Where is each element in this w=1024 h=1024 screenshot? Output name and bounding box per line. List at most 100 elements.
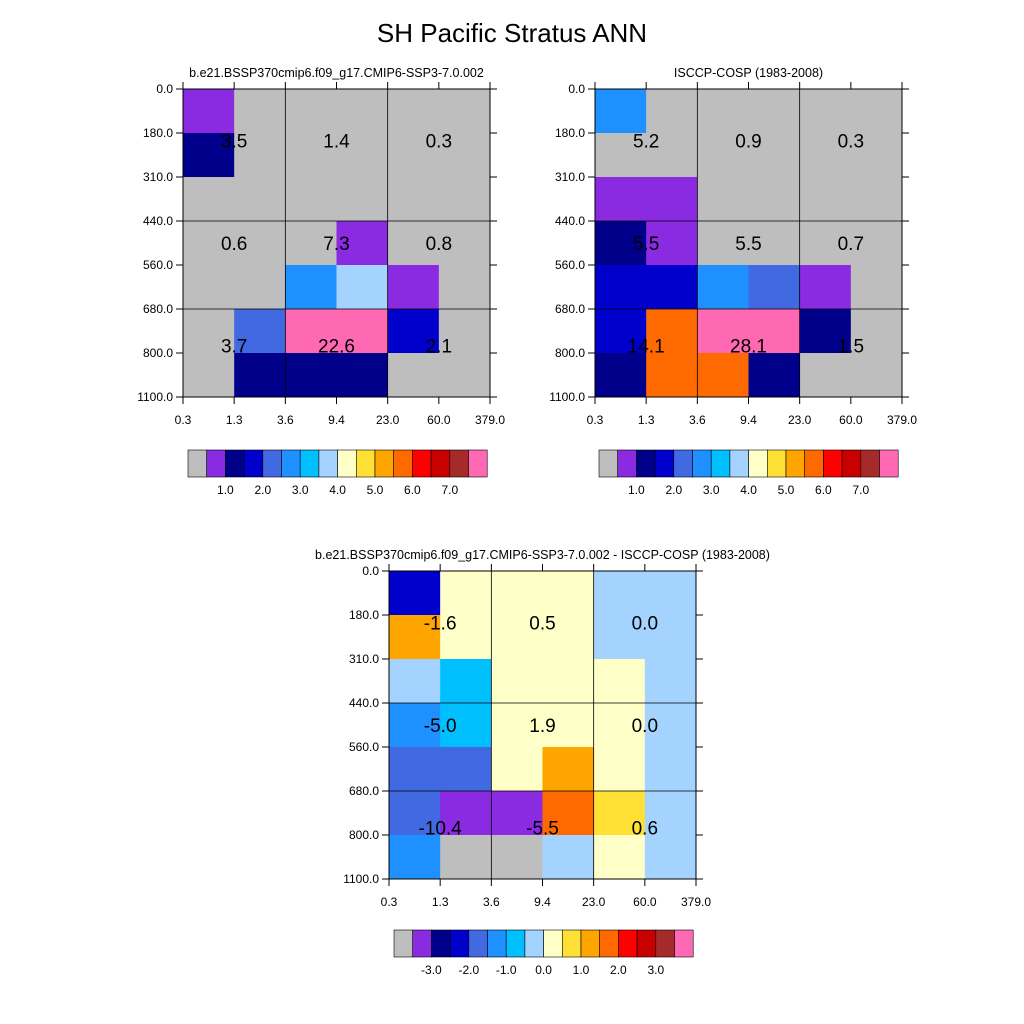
heatmap-cell (644, 747, 697, 792)
colorbar-box (617, 449, 637, 478)
colorbar-box (281, 449, 301, 478)
box-value-label: -5.5 (526, 819, 559, 840)
y-tick-label: 680.0 (349, 784, 379, 798)
heatmap-cell (183, 221, 235, 266)
heatmap-cell (387, 265, 440, 310)
heatmap-cell (542, 791, 595, 836)
colorbar-label: 1.0 (628, 483, 645, 497)
colorbar-label: -2.0 (458, 963, 479, 977)
x-tick-label: 9.4 (534, 895, 551, 909)
y-tick-label: 440.0 (349, 696, 379, 710)
heatmap-cell (336, 89, 389, 134)
heatmap-cell (697, 89, 749, 134)
heatmap-cell (234, 265, 286, 310)
box-value-label: 5.5 (633, 234, 659, 255)
heatmap-cell (697, 177, 749, 222)
box-value-label: 0.3 (838, 131, 864, 152)
heatmap-cell (438, 309, 491, 354)
colorbar-label: -3.0 (421, 963, 442, 977)
heatmap-cell (850, 133, 903, 178)
heatmap-cell (595, 309, 647, 354)
heatmap-cell (440, 571, 492, 616)
heatmap-cell (440, 703, 492, 748)
heatmap-cell (285, 309, 337, 354)
heatmap-cell (387, 133, 440, 178)
colorbar-label: 4.0 (329, 483, 346, 497)
x-tick-label: 9.4 (328, 413, 345, 427)
colorbar-box (598, 449, 619, 478)
y-tick-label: 680.0 (143, 302, 173, 316)
colorbar-box (860, 449, 880, 478)
colorbar-box (393, 449, 413, 478)
colorbar-label: 7.0 (441, 483, 458, 497)
heatmap-cell (234, 89, 286, 134)
heatmap-cell (644, 835, 697, 880)
colorbar-box (337, 449, 357, 478)
colorbar-box (187, 449, 208, 478)
colorbar-box (841, 449, 862, 478)
box-value-label: 5.5 (735, 234, 761, 255)
heatmap-cell (183, 353, 235, 398)
heatmap-cell (799, 265, 852, 310)
colorbar-box (468, 929, 488, 958)
colorbar-box (449, 929, 470, 958)
colorbar-box (412, 929, 432, 958)
x-tick-label: 3.6 (689, 413, 706, 427)
box-value-label: 0.3 (426, 131, 452, 152)
colorbar-box (431, 929, 451, 958)
colorbar-box (299, 449, 320, 478)
heatmap-cell (748, 265, 801, 310)
heatmap-cell (644, 791, 697, 836)
colorbar-label: 3.0 (292, 483, 309, 497)
heatmap-cell (542, 571, 595, 616)
colorbar-box (655, 929, 675, 958)
heatmap-cell (595, 133, 647, 178)
y-tick-label: 310.0 (349, 652, 379, 666)
y-tick-label: 0.0 (568, 82, 585, 96)
colorbar-box (487, 929, 507, 958)
heatmap-cell (593, 571, 646, 616)
heatmap-cell (799, 221, 852, 266)
heatmap-cell (438, 177, 491, 222)
y-tick-label: 440.0 (143, 214, 173, 228)
x-tick-label: 0.3 (175, 413, 192, 427)
colorbar-box (318, 449, 338, 478)
box-value-label: -1.6 (424, 613, 457, 634)
heatmap-cell (748, 221, 801, 266)
colorbar-box (580, 929, 601, 958)
heatmap-cell (697, 309, 749, 354)
colorbar-box (766, 449, 787, 478)
box-value-label: 1.5 (838, 337, 864, 358)
heatmap-cell (183, 133, 235, 178)
heatmap-cell (644, 615, 697, 660)
heatmap-cell (183, 265, 235, 310)
colorbar-box (692, 449, 712, 478)
heatmap-cell (491, 703, 543, 748)
colorbar-label: 0.0 (535, 963, 552, 977)
panel-title: b.e21.BSSP370cmip6.f09_g17.CMIP6-SSP3-7.… (315, 548, 770, 562)
colorbar-label: 2.0 (610, 963, 627, 977)
colorbar-box (673, 449, 693, 478)
x-tick-label: 23.0 (582, 895, 606, 909)
colorbar-box (449, 449, 469, 478)
colorbar-box (430, 449, 451, 478)
heatmap-cell (697, 221, 749, 266)
box-value-label: 3.5 (221, 131, 247, 152)
x-tick-label: 379.0 (887, 413, 917, 427)
heatmap-cell (440, 791, 492, 836)
heatmap-cell (850, 177, 903, 222)
box-value-label: 0.0 (632, 613, 658, 634)
colorbar-box (374, 449, 395, 478)
colorbar-label: 5.0 (778, 483, 795, 497)
colorbar-box (729, 449, 749, 478)
heatmap-cell (389, 747, 441, 792)
heatmap-cell (697, 353, 749, 398)
y-tick-label: 180.0 (555, 126, 585, 140)
panel-model: b.e21.BSSP370cmip6.f09_g17.CMIP6-SSP3-7.… (137, 66, 505, 497)
y-tick-label: 560.0 (349, 740, 379, 754)
heatmap-cell (595, 177, 647, 222)
heatmap-cell (387, 353, 440, 398)
heatmap-cell (799, 177, 852, 222)
heatmap-cell (285, 265, 337, 310)
colorbar-box (823, 449, 843, 478)
